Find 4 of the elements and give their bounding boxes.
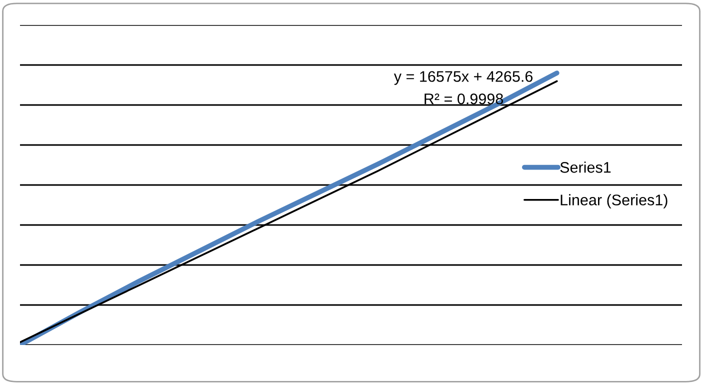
annotation: R² = 0.9998 [424, 93, 504, 104]
legend-label: Linear (Series1) [560, 194, 668, 208]
annotation: y = 16575x + 4265.6 [394, 71, 533, 85]
legend-label: Series1 [560, 162, 611, 173]
